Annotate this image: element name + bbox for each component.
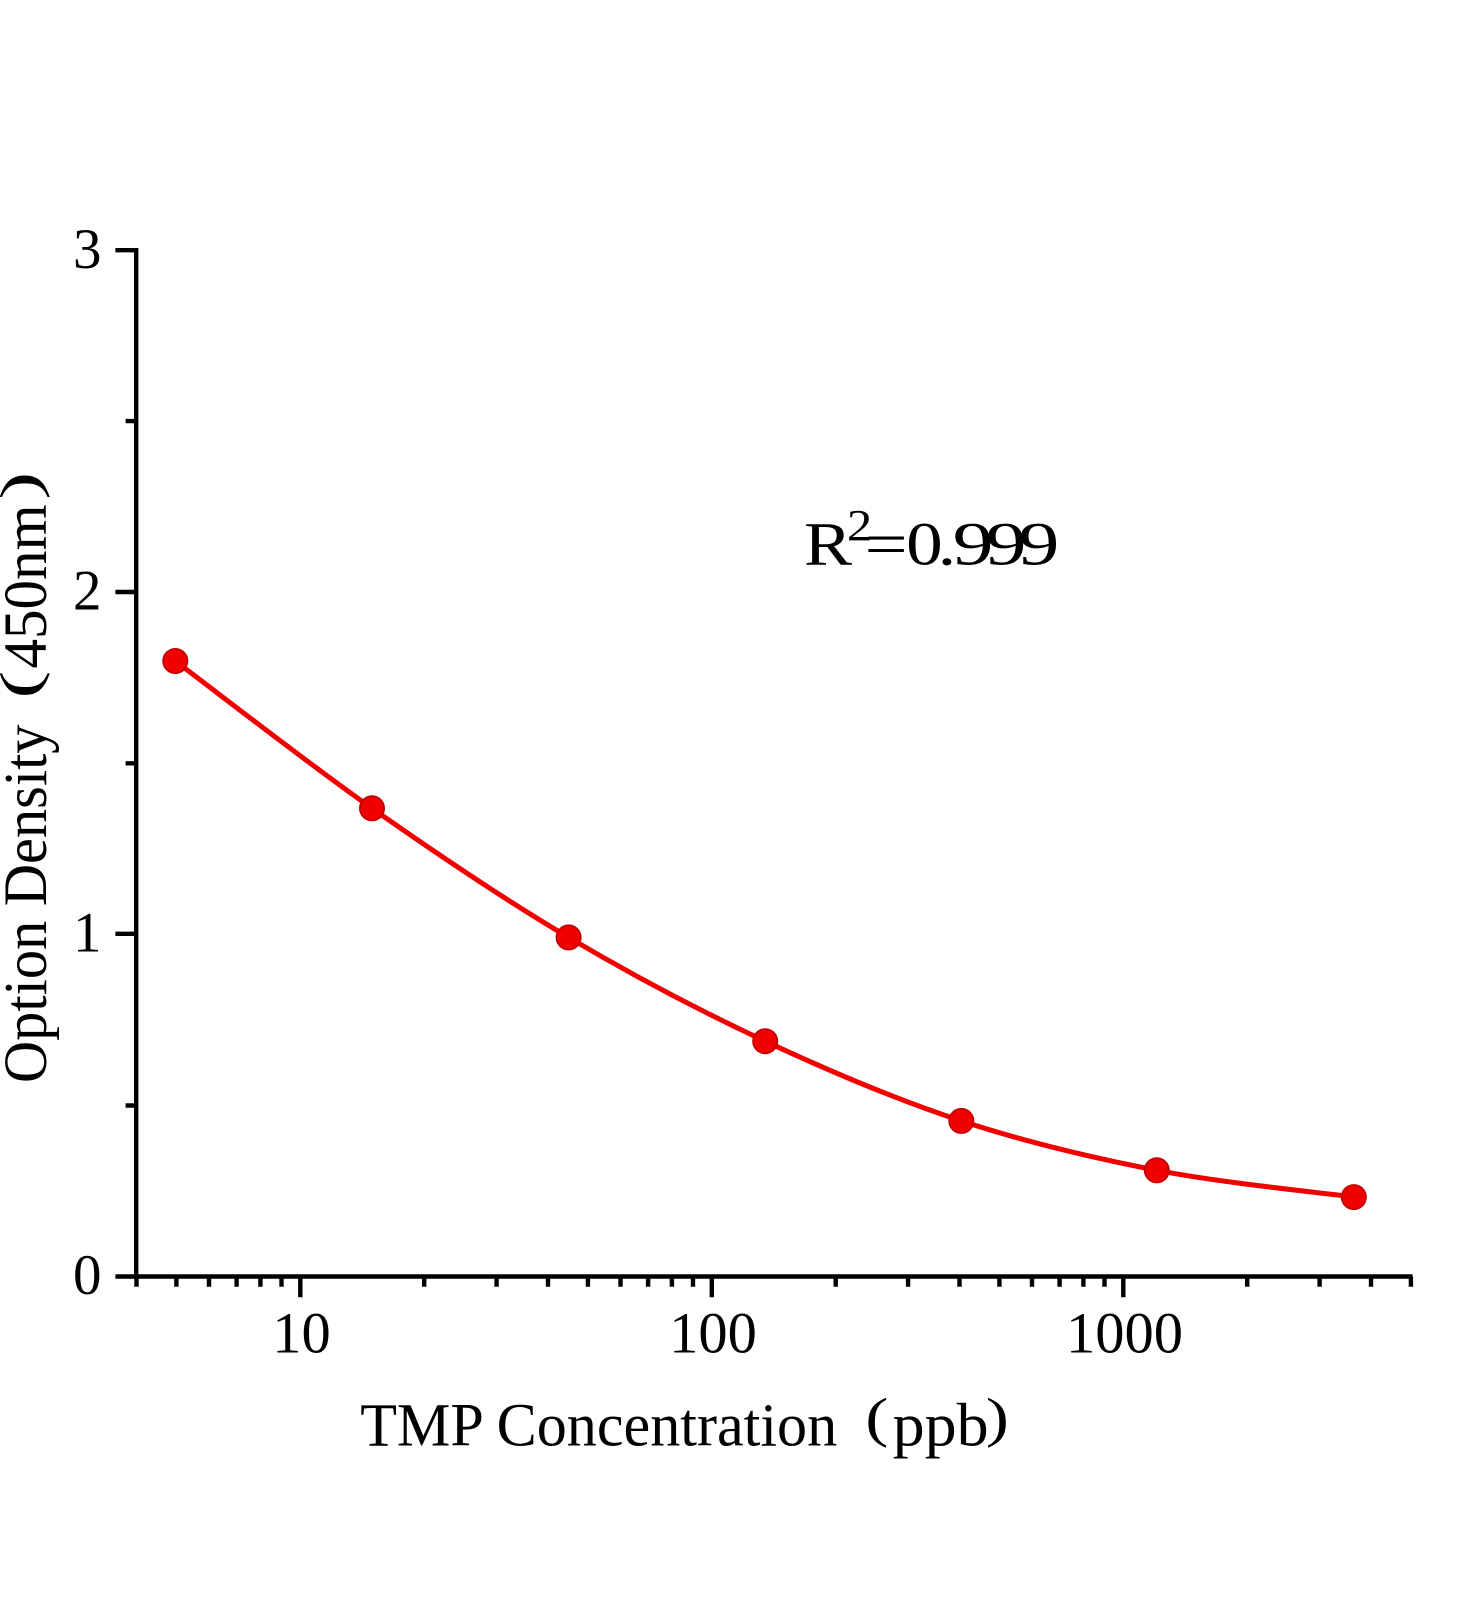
svg-text:=: = (865, 512, 908, 579)
svg-text:ppb: ppb (893, 1391, 989, 1459)
svg-text:TMP Concentration: TMP Concentration (360, 1391, 837, 1459)
svg-text:(: ( (0, 671, 50, 699)
svg-text:2: 2 (73, 560, 102, 623)
svg-text:0: 0 (906, 512, 943, 579)
svg-text:3: 3 (73, 218, 102, 281)
svg-text:9: 9 (986, 512, 1027, 579)
svg-text:450nm: 450nm (0, 505, 60, 669)
svg-text:): ) (0, 472, 50, 500)
svg-text:1: 1 (73, 902, 102, 965)
svg-text:): ) (986, 1387, 1009, 1448)
svg-text:Option Density: Option Density (0, 724, 60, 1083)
svg-text:.: . (938, 512, 957, 579)
svg-text:(: ( (865, 1387, 888, 1448)
svg-text:2: 2 (847, 500, 872, 550)
svg-text:9: 9 (1019, 512, 1060, 579)
svg-text:10: 10 (272, 1301, 331, 1366)
svg-text:1000: 1000 (1066, 1301, 1183, 1366)
svg-text:R: R (804, 512, 852, 579)
svg-text:9: 9 (953, 512, 994, 579)
svg-text:100: 100 (669, 1301, 757, 1366)
svg-text:0: 0 (73, 1244, 102, 1307)
